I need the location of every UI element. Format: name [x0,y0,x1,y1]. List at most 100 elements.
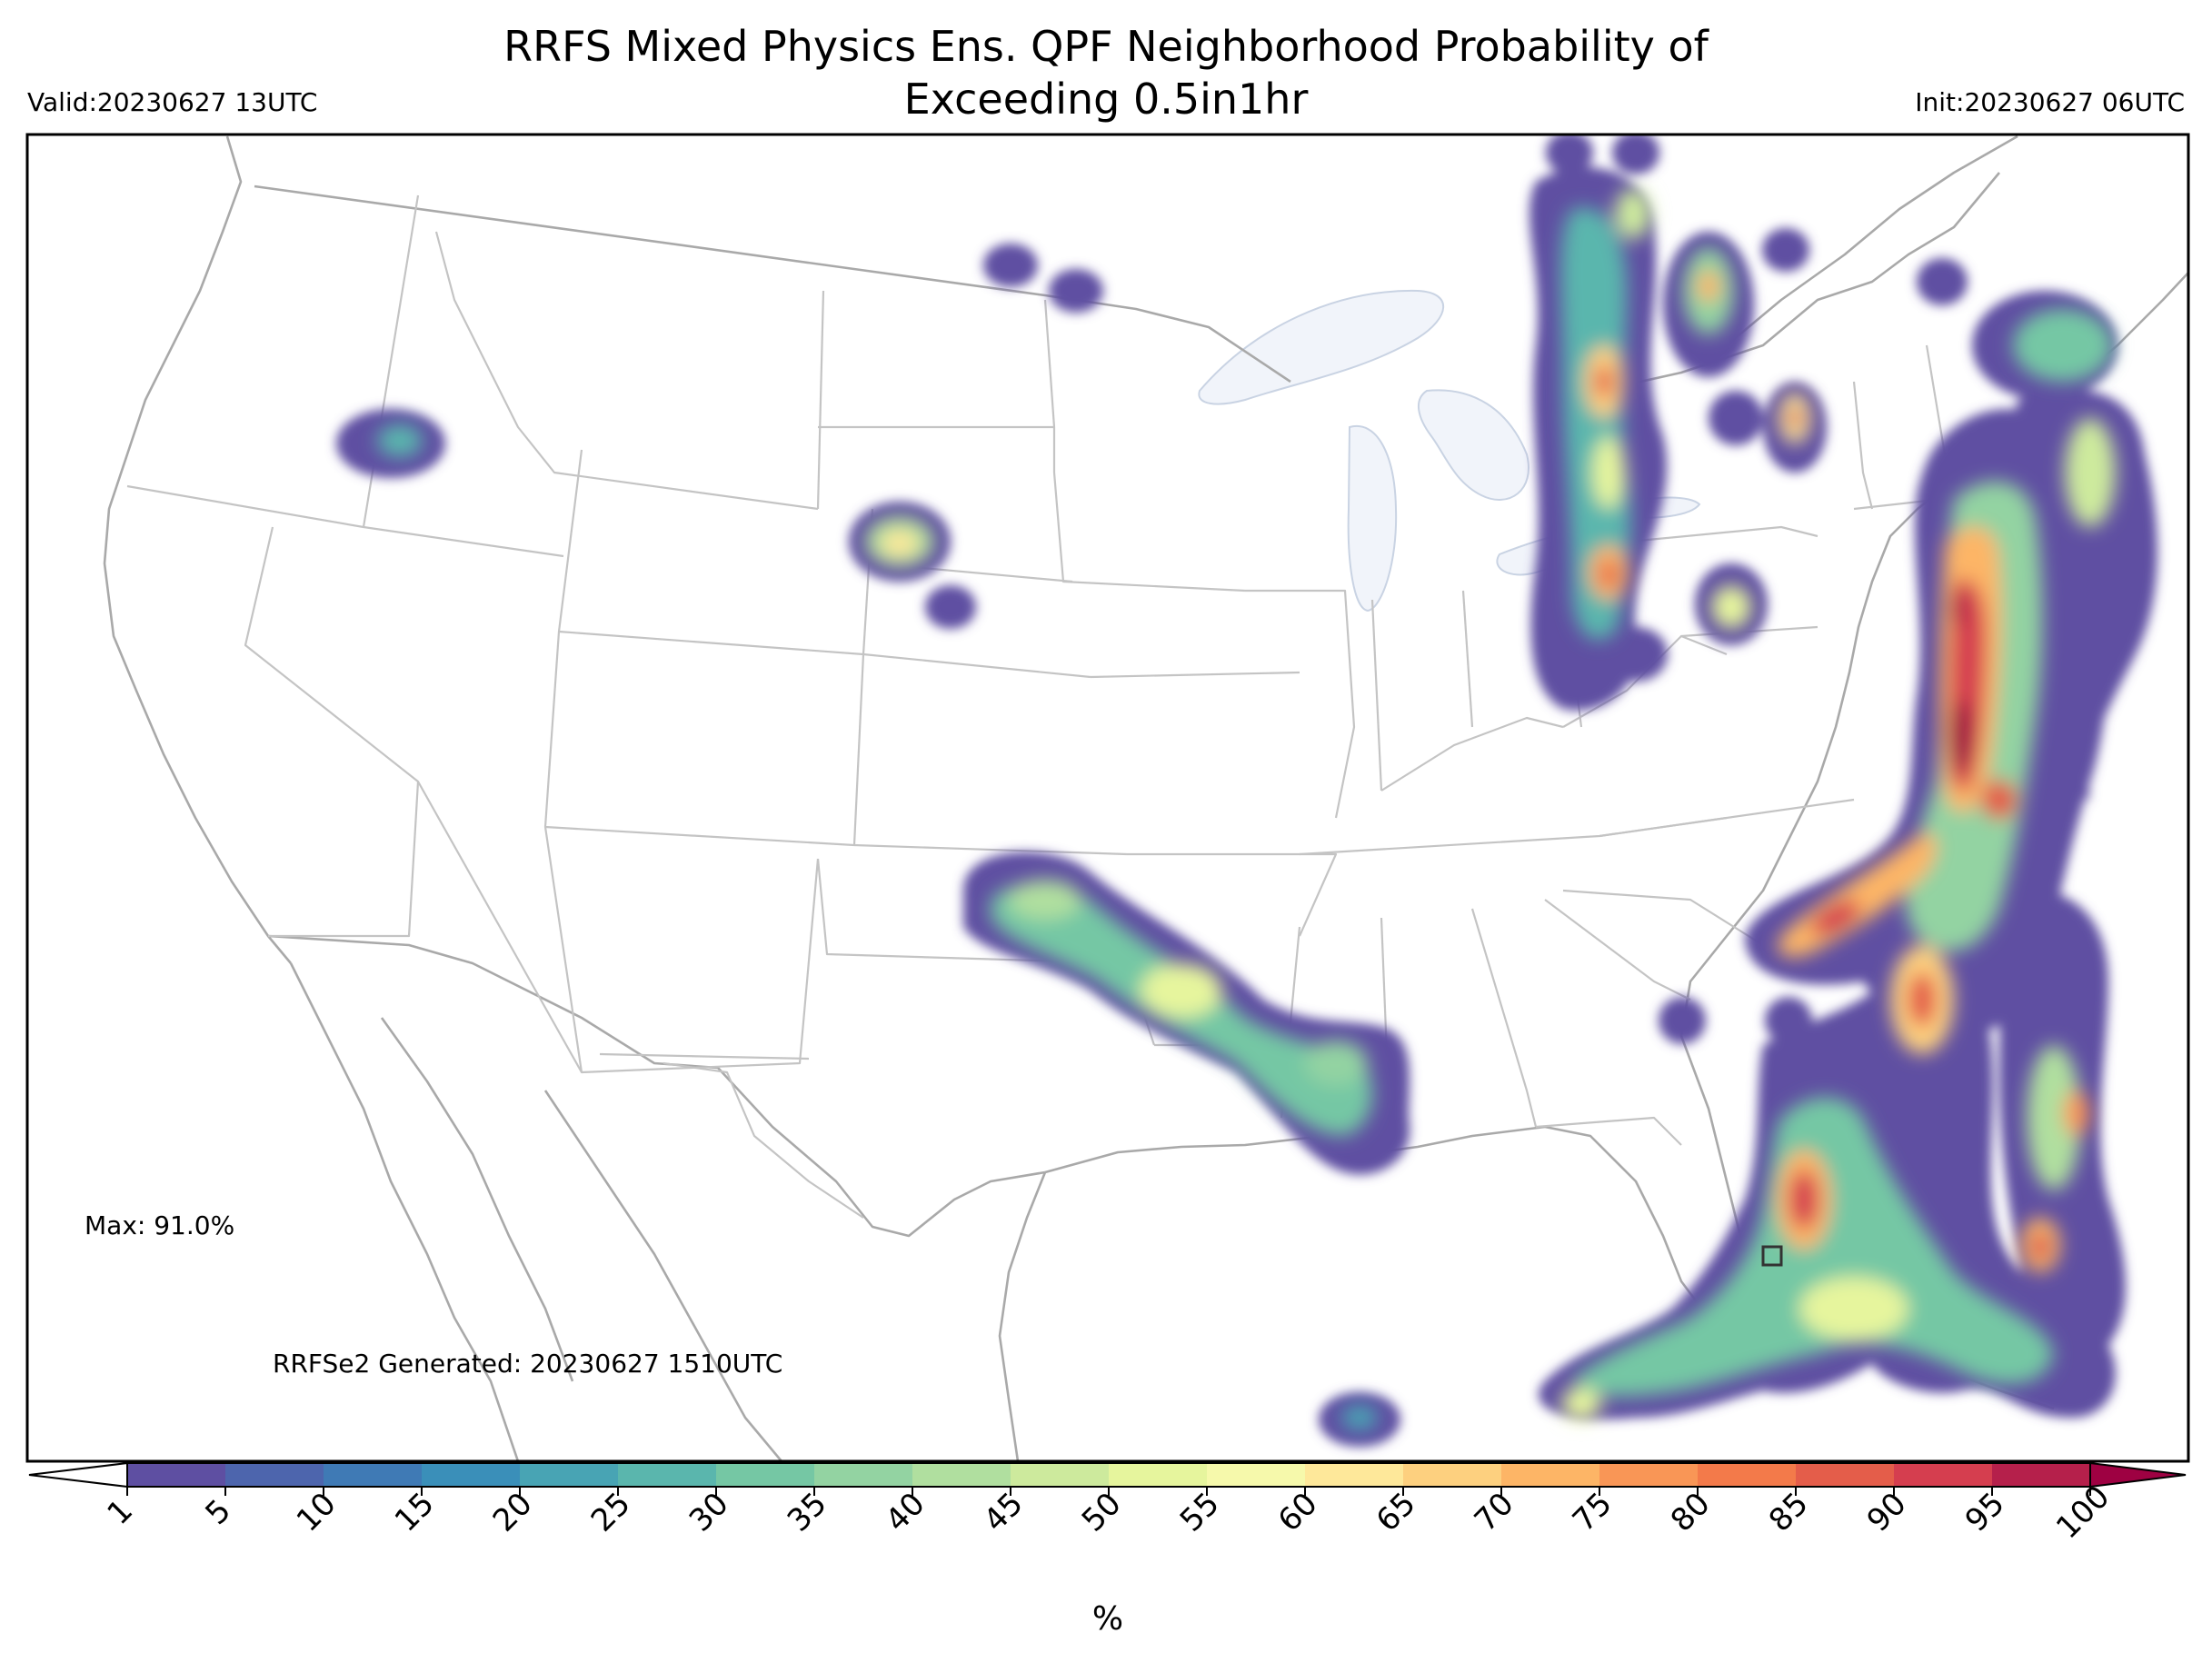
prob-core-plains-3 [1304,1041,1368,1086]
prob-core-plains-1 [1009,880,1081,920]
prob-core-atlantic-max-2 [1949,589,1968,629]
colorbar-cell [1207,1463,1306,1487]
ut-az [417,781,583,1073]
colorbar-cell [618,1463,717,1487]
probability-interior [377,188,2116,1430]
prob-blob-georgia [1659,997,1706,1044]
colorbar-tick-label: 50 [1075,1486,1129,1539]
ne-ks [862,652,1091,679]
colorbar-over-arrow [2089,1461,2187,1489]
colorbar-cell [1698,1463,1797,1487]
prob-core-plains-2 [1141,963,1222,1018]
colorbar-tick-label: 5 [198,1492,238,1532]
wy [557,449,874,656]
prob-core-gl-3-high [1599,561,1618,588]
colorbar-under-arrow [28,1461,128,1489]
prob-band-atlantic-east [2011,389,2157,800]
max-location-marker [1761,1245,1783,1267]
ga-fl [1535,1116,1682,1146]
colorbar-cell [1109,1463,1208,1487]
prob-core-sd-high [882,531,918,556]
nh-me [1925,344,1947,455]
colorbar-cell [814,1463,913,1487]
prob-core-ontario-3-high [1788,407,1802,429]
colorbar-tick-label: 100 [2049,1479,2117,1546]
prob-core-atlantic-max [1948,700,1974,772]
mexico-border [267,934,1046,1238]
init-time: Init:20230627 06UTC [1915,87,2185,117]
title-line-1: RRFS Mixed Physics Ens. QPF Neighborhood… [503,22,1709,71]
st-lawrence [1726,134,2018,346]
prob-core-florida-straits-high [1789,1170,1818,1229]
colorbar-cell [127,1463,226,1487]
colorbar-cell [1501,1463,1600,1487]
nd-east [1043,299,1056,473]
colorbar-tick-label: 40 [879,1486,932,1539]
prob-core-pa [1711,585,1751,629]
colorbar-cell [520,1463,619,1487]
il-in [1370,599,1383,792]
mt-east [816,290,825,510]
probability-field [336,134,2157,1447]
pa-ny [1589,525,1818,547]
ia-mo [1090,671,1300,679]
colorbar-ticks: 1 5 10 15 20 25 30 35 40 45 50 55 60 65 70 75 80 85 90 95 10… [100,1479,2117,1546]
prob-blob-montana-1 [983,244,1038,287]
prob-blob-oh [1604,627,1668,682]
in-oh [1461,590,1474,728]
colorbar-tick-label: 45 [977,1486,1031,1539]
colorbar-cell [912,1463,1011,1487]
colorbar-tick-label: 65 [1370,1486,1423,1539]
prob-core-gulf [1341,1405,1378,1430]
lake-huron [1418,389,1529,501]
map-frame [25,133,2190,1463]
mn-ia [1052,472,1246,593]
prob-core-ne-high [2065,418,2116,527]
prob-blob-sd-2 [925,585,976,629]
prob-core-south [1572,1097,2054,1397]
lake-superior [1198,289,1445,405]
colorbar-cell [324,1463,423,1487]
mexico-pacific-coast [543,1090,782,1461]
colorbar-cell [1403,1463,1502,1487]
prob-core-gl-north [1615,188,1651,239]
prob-blob-maine [1917,258,1968,305]
colorbar-tick-label: 20 [486,1486,540,1539]
colorbar-tick-label: 35 [781,1486,834,1539]
colorbar-tick-label: 60 [1271,1486,1325,1539]
colorbar-tick-label: 75 [1566,1486,1619,1539]
co-nm [543,631,865,847]
colorbar-tick-label: 25 [584,1486,638,1539]
prob-blob-ontario-3 [1709,391,1763,445]
colorbar-tick-label: 30 [683,1486,736,1539]
prob-core-south-1 [1799,1277,1908,1340]
baja-coast [289,962,520,1461]
colorbar-cell [716,1463,815,1487]
colorbar-tick-label: 70 [1468,1486,1521,1539]
colorbar-cell [1796,1463,1895,1487]
lake-michigan [1347,424,1398,612]
sc-ga [1544,899,1691,1001]
prob-core-south-2 [1561,1388,1601,1420]
colorbar-cell [225,1463,324,1487]
prob-core-atlantic-east-blob [1981,780,2018,820]
mt-south [434,231,819,511]
mo-ar [1127,852,1338,937]
prob-core-caribbean-east-max [2031,1233,2049,1260]
colorbar-tick-label: 90 [1860,1486,1914,1539]
prob-core-caribbean-east [2027,1045,2081,1190]
title-line-2: Exceeding 0.5in1hr [903,75,1309,124]
colorbar-tick-label: 95 [1958,1486,2012,1539]
colorbar-tick-label: 10 [290,1486,344,1539]
colorbar-tick-label: 85 [1762,1486,1816,1539]
colorbar-cell [1992,1463,2091,1487]
prob-blob-lake-area-n2 [1612,134,1659,174]
nc-sc [1562,889,1764,946]
prob-core-bahamas-mid-high [1908,972,1937,1027]
tx-west [663,1061,864,1219]
prob-core-ne [2013,309,2113,382]
colorbar-tick-label: 55 [1173,1486,1227,1539]
prob-core-great-lakes [1560,207,1631,641]
ks-ok [853,843,1128,856]
